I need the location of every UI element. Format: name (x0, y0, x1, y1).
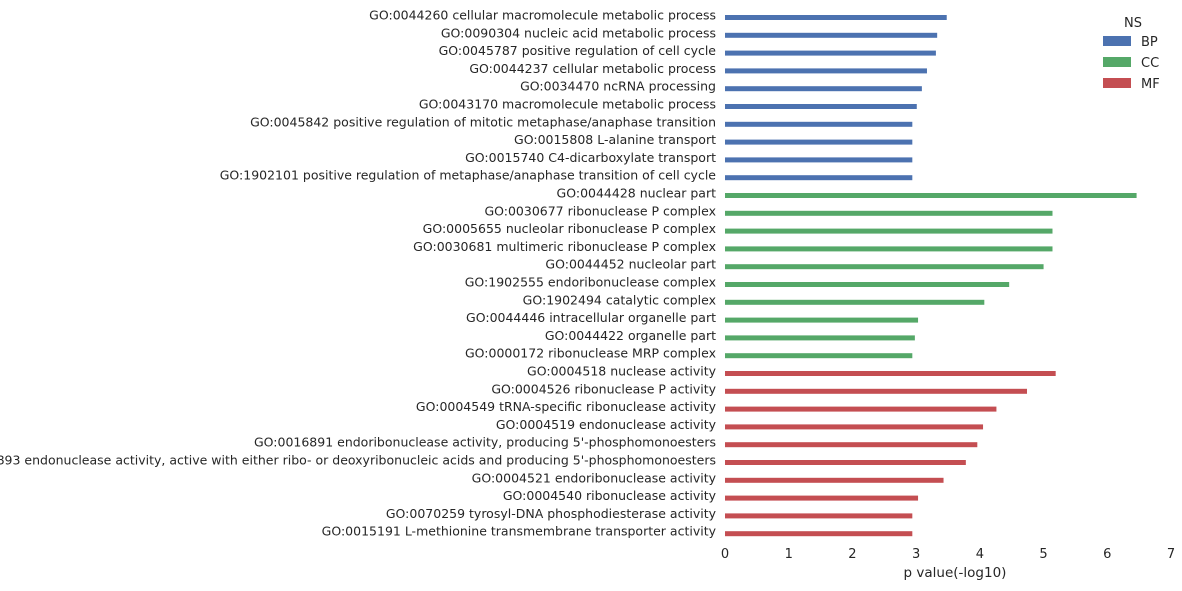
legend-label-bp: BP (1141, 35, 1158, 50)
bar-12 (725, 210, 1053, 216)
bar-24 (725, 424, 984, 430)
x-tick-label-1: 1 (785, 547, 793, 562)
bar-3 (725, 50, 936, 56)
legend-entries: BP CC MF (1103, 35, 1160, 92)
bar-8 (725, 139, 913, 145)
bar-28 (725, 495, 919, 501)
bar-21 (725, 371, 1056, 376)
legend-title: NS (1124, 16, 1142, 31)
bar-23 (725, 406, 997, 412)
bar-19 (725, 335, 915, 341)
bar-2 (725, 32, 938, 38)
category-label-4: GO:0044237 cellular metabolic process (469, 61, 716, 76)
category-label-7: GO:0045842 positive regulation of mitoti… (250, 114, 716, 129)
legend-swatch-bp (1103, 36, 1131, 46)
legend-label-cc: CC (1141, 56, 1159, 71)
legend-swatch-cc (1103, 57, 1131, 67)
x-tick-label-6: 6 (1103, 547, 1111, 562)
category-label-23: GO:0004549 tRNA-specific ribonuclease ac… (416, 399, 717, 414)
bar-17 (725, 299, 985, 305)
bar-6 (725, 104, 917, 109)
bar-30 (725, 531, 913, 537)
category-label-26: GO:0016893 endonuclease activity, active… (0, 453, 716, 468)
category-label-3: GO:0045787 positive regulation of cell c… (439, 43, 717, 58)
bar-9 (725, 157, 913, 163)
bar-1 (725, 15, 947, 20)
category-label-12: GO:0030677 ribonuclease P complex (484, 203, 716, 218)
category-label-6: GO:0043170 macromolecule metabolic proce… (419, 97, 716, 112)
category-label-17: GO:1902494 catalytic complex (523, 292, 716, 307)
x-tick-label-5: 5 (1039, 547, 1047, 562)
bar-29 (725, 513, 913, 519)
bar-14 (725, 246, 1053, 252)
category-label-28: GO:0004540 ribonuclease activity (503, 488, 717, 503)
category-label-27: GO:0004521 endoribonuclease activity (472, 470, 717, 485)
bar-4 (725, 68, 927, 74)
category-labels-group: GO:0044260 cellular macromolecule metabo… (0, 8, 717, 539)
bar-7 (725, 121, 913, 127)
category-label-10: GO:1902101 positive regulation of metaph… (220, 168, 717, 183)
x-tick-label-3: 3 (912, 547, 920, 562)
category-label-21: GO:0004518 nuclease activity (527, 364, 717, 379)
category-label-25: GO:0016891 endoribonuclease activity, pr… (254, 435, 716, 450)
bar-25 (725, 442, 978, 448)
legend-label-mf: MF (1141, 77, 1160, 92)
bar-5 (725, 86, 922, 92)
bar-18 (725, 317, 919, 323)
category-label-8: GO:0015808 L-alanine transport (514, 132, 716, 147)
category-label-29: GO:0070259 tyrosyl-DNA phosphodiesterase… (386, 506, 717, 521)
bar-22 (725, 388, 1028, 394)
bar-13 (725, 228, 1053, 234)
category-label-13: GO:0005655 nucleolar ribonuclease P comp… (423, 221, 716, 236)
category-label-24: GO:0004519 endonuclease activity (496, 417, 717, 432)
x-tick-label-4: 4 (976, 547, 984, 562)
x-axis-ticks-group: 0 1 2 3 4 5 6 7 (721, 547, 1175, 562)
category-label-2: GO:0090304 nucleic acid metabolic proces… (441, 25, 716, 40)
category-label-30: GO:0015191 L-methionine transmembrane tr… (322, 524, 717, 539)
x-tick-label-2: 2 (848, 547, 856, 562)
bar-26 (725, 460, 966, 465)
bar-15 (725, 264, 1044, 270)
category-label-22: GO:0004526 ribonuclease P activity (491, 381, 716, 396)
category-label-19: GO:0044422 organelle part (545, 328, 716, 343)
bar-16 (725, 282, 1010, 287)
category-label-14: GO:0030681 multimeric ribonuclease P com… (413, 239, 716, 254)
bars-group (725, 15, 1137, 537)
category-label-18: GO:0044446 intracellular organelle part (466, 310, 716, 325)
category-label-15: GO:0044452 nucleolar part (545, 257, 716, 272)
category-label-9: GO:0015740 C4-dicarboxylate transport (465, 150, 716, 165)
category-label-16: GO:1902555 endoribonuclease complex (465, 275, 716, 290)
category-label-1: GO:0044260 cellular macromolecule metabo… (369, 8, 716, 23)
bar-20 (725, 353, 913, 359)
x-tick-label-0: 0 (721, 547, 729, 562)
legend-swatch-mf (1103, 78, 1131, 88)
legend: NS BP CC MF (1103, 16, 1160, 92)
x-axis-title: p value(-log10) (904, 565, 1007, 581)
x-tick-label-7: 7 (1167, 547, 1175, 562)
bar-10 (725, 175, 913, 181)
category-label-5: GO:0034470 ncRNA processing (520, 79, 716, 94)
category-label-20: GO:0000172 ribonuclease MRP complex (465, 346, 716, 361)
bar-27 (725, 477, 944, 483)
category-label-11: GO:0044428 nuclear part (557, 186, 717, 201)
bar-11 (725, 193, 1137, 198)
